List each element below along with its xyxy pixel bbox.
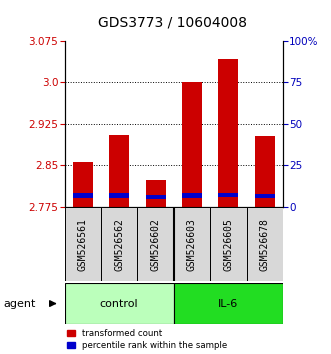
Bar — [73, 162, 93, 207]
Bar — [109, 135, 129, 207]
Bar — [65, 207, 101, 281]
Bar — [218, 193, 238, 197]
Text: control: control — [100, 298, 138, 309]
Text: GSM526602: GSM526602 — [151, 218, 161, 271]
Bar — [146, 181, 166, 207]
Bar — [65, 283, 174, 324]
Text: GSM526562: GSM526562 — [114, 218, 124, 271]
Text: IL-6: IL-6 — [218, 298, 239, 309]
Bar — [109, 193, 129, 198]
Bar — [182, 82, 202, 207]
Text: GSM526605: GSM526605 — [223, 218, 233, 271]
Bar — [255, 194, 275, 198]
Bar — [174, 207, 210, 281]
Bar — [101, 207, 137, 281]
Text: agent: agent — [3, 298, 36, 309]
Text: GSM526603: GSM526603 — [187, 218, 197, 271]
Text: GSM526561: GSM526561 — [78, 218, 88, 271]
Bar — [174, 283, 283, 324]
Text: GDS3773 / 10604008: GDS3773 / 10604008 — [98, 16, 247, 30]
Bar — [146, 195, 166, 199]
Bar — [182, 193, 202, 198]
Bar — [73, 193, 93, 198]
Bar — [210, 207, 247, 281]
Bar — [218, 59, 238, 207]
Bar — [137, 207, 174, 281]
Text: GSM526678: GSM526678 — [260, 218, 270, 271]
Bar — [247, 207, 283, 281]
Legend: transformed count, percentile rank within the sample: transformed count, percentile rank withi… — [67, 329, 227, 350]
Bar — [255, 136, 275, 207]
